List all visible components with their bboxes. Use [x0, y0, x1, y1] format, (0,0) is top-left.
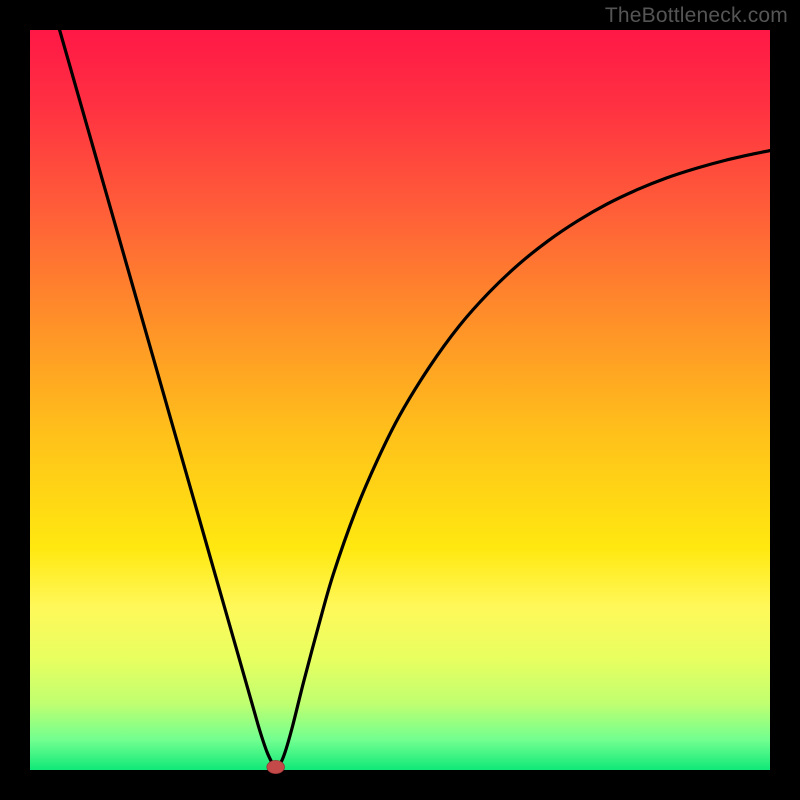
chart-container: TheBottleneck.com — [0, 0, 800, 800]
plot-background — [30, 30, 770, 770]
bottleneck-chart — [0, 0, 800, 800]
optimum-marker — [267, 760, 285, 773]
watermark-text: TheBottleneck.com — [605, 4, 788, 28]
